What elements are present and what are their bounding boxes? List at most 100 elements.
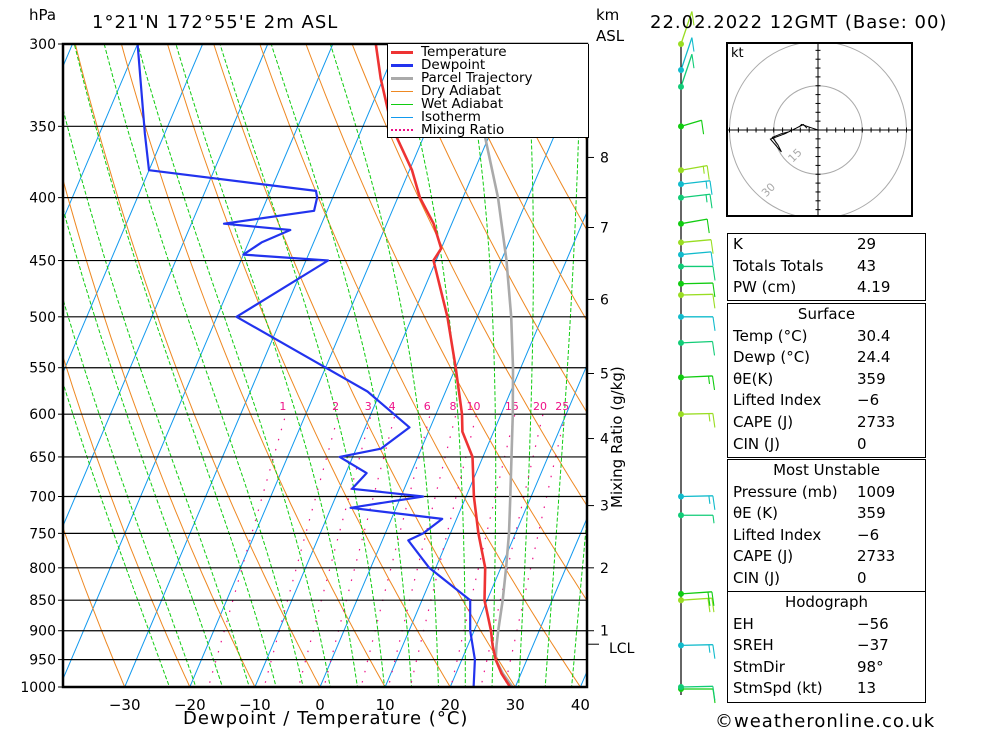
stat-row: CIN (J) 0 bbox=[728, 568, 925, 590]
stat-value: −6 bbox=[857, 391, 880, 410]
km-tick-label: 4 bbox=[600, 432, 609, 448]
mixing-ratio-line bbox=[207, 414, 287, 687]
km-tick-label: 8 bbox=[600, 150, 609, 166]
isotherm-line bbox=[63, 44, 204, 374]
wind-barb-staff bbox=[680, 11, 693, 45]
wind-barb-flag bbox=[710, 239, 714, 254]
wind-barb-flag bbox=[712, 644, 716, 659]
stat-label: θE(K) bbox=[733, 369, 774, 388]
wind-barb-staff bbox=[680, 218, 708, 225]
legend-label: Parcel Trajectory bbox=[421, 70, 533, 86]
wind-barb-flag bbox=[706, 219, 710, 234]
legend-item-mixing-ratio: Mixing Ratio bbox=[391, 122, 505, 138]
dry-adiabat-line bbox=[443, 44, 587, 322]
y-tick-label: 750 bbox=[29, 526, 56, 542]
isotherm-line bbox=[449, 363, 587, 687]
asl-unit-label: ASL bbox=[596, 27, 625, 45]
y-tick-label: 900 bbox=[29, 624, 56, 640]
pressure-unit-label: hPa bbox=[29, 6, 57, 24]
wind-barb bbox=[678, 684, 716, 701]
stat-row-totals: Totals Totals 43 bbox=[728, 256, 925, 278]
wind-barb-staff bbox=[680, 597, 712, 601]
wind-barbs bbox=[678, 11, 716, 704]
y-axis-ticks: 300 350 400 450 500 550 600 650 700 750 800 850 900 9… bbox=[20, 37, 63, 696]
wind-barb-flag bbox=[691, 54, 695, 69]
legend-item-temperature: Temperature bbox=[391, 44, 507, 60]
y-tick-label: 350 bbox=[29, 119, 56, 135]
stat-value: 13 bbox=[857, 679, 877, 698]
wind-barb-staff bbox=[680, 591, 712, 595]
wind-barb-flag bbox=[711, 591, 715, 606]
stat-value: 24.4 bbox=[857, 348, 891, 367]
parcel-trajectory-line bbox=[458, 44, 515, 687]
legend-item-isotherm: Isotherm bbox=[391, 110, 481, 124]
legend-label: Wet Adiabat bbox=[421, 96, 504, 112]
stat-value: −37 bbox=[857, 636, 889, 655]
stat-value: 1009 bbox=[857, 482, 896, 501]
stat-row: θE (K) 359 bbox=[728, 503, 925, 525]
wind-barb-half-flag bbox=[702, 165, 705, 174]
wind-barb-staff bbox=[680, 644, 713, 647]
most-unstable-title: Most Unstable bbox=[773, 461, 880, 479]
hodograph-stats-title: Hodograph bbox=[784, 593, 869, 611]
y-tick-label: 400 bbox=[29, 191, 56, 207]
stat-value: 359 bbox=[857, 369, 886, 388]
dry-adiabat-line bbox=[397, 44, 587, 414]
wind-barb bbox=[678, 37, 695, 74]
stat-row: Lifted Index −6 bbox=[728, 390, 925, 412]
stat-label: PW (cm) bbox=[733, 278, 797, 297]
y-tick-label: 850 bbox=[29, 593, 56, 609]
mixing-ratio-label: 2 bbox=[332, 400, 339, 413]
hodograph-stats-panel: Hodograph EH −56 SREH −37 StmDir 98° StmSpd… bbox=[727, 591, 926, 703]
mixing-ratio-axis-title: Mixing Ratio (g/kg) bbox=[608, 366, 626, 508]
stat-row: SREH −37 bbox=[728, 635, 925, 657]
plot-frame bbox=[61, 42, 589, 689]
hodograph-ring-label: 45 bbox=[732, 215, 751, 234]
y-tick-label: 650 bbox=[29, 450, 56, 466]
wind-barb bbox=[678, 193, 713, 209]
wind-barb bbox=[678, 642, 716, 659]
y-tick-label: 800 bbox=[29, 561, 56, 577]
y-tick-label: 550 bbox=[29, 361, 56, 377]
dry-adiabat-line bbox=[489, 44, 587, 232]
y-tick-label: 950 bbox=[29, 653, 56, 669]
wind-barb bbox=[678, 590, 715, 606]
legend-item-parcel: Parcel Trajectory bbox=[391, 70, 533, 86]
km-tick-label: 3 bbox=[600, 499, 609, 515]
mixing-ratio-label: 8 bbox=[449, 400, 456, 413]
wind-barb bbox=[678, 218, 710, 234]
wind-barb-half-flag bbox=[705, 180, 708, 189]
copyright-link[interactable]: ©weatheronline.co.uk bbox=[715, 711, 936, 732]
wind-barb-flag bbox=[701, 120, 705, 135]
legend-label: Mixing Ratio bbox=[421, 122, 505, 138]
stat-row: Dewp (°C) 24.4 bbox=[728, 347, 925, 369]
km-tick-label: 1 bbox=[600, 624, 609, 640]
mixing-ratio-label: 3 bbox=[365, 400, 372, 413]
wind-barb-flag bbox=[712, 316, 716, 331]
km-tick-label: 5 bbox=[600, 367, 609, 383]
mixing-ratio-line bbox=[504, 414, 566, 687]
mixing-ratio-label: 4 bbox=[389, 400, 396, 413]
wind-barb-half-flag bbox=[708, 644, 711, 653]
y-tick-label: 1000 bbox=[20, 680, 56, 696]
stat-row: CAPE (J) 2733 bbox=[728, 546, 925, 568]
stat-row: Temp (°C) 30.4 bbox=[728, 326, 925, 348]
wind-barb bbox=[678, 339, 716, 356]
y-tick-label: 300 bbox=[29, 37, 56, 53]
y-tick-label: 450 bbox=[29, 254, 56, 270]
mixing-ratio-label: 1 bbox=[279, 400, 286, 413]
stat-row: EH −56 bbox=[728, 614, 925, 636]
mixing-ratio-label: 6 bbox=[424, 400, 431, 413]
stat-row: StmDir 98° bbox=[728, 657, 925, 679]
legend-label: Temperature bbox=[421, 44, 507, 60]
mixing-ratio-label: 25 bbox=[555, 400, 569, 413]
wet-adiabat-line bbox=[571, 512, 587, 687]
wind-barb bbox=[678, 493, 716, 510]
wind-barb-half-flag bbox=[708, 413, 711, 422]
isotherm-line bbox=[124, 44, 399, 687]
km-tick-label: 7 bbox=[600, 220, 609, 236]
stat-label: StmDir bbox=[733, 657, 785, 676]
stat-value: 43 bbox=[857, 256, 877, 275]
